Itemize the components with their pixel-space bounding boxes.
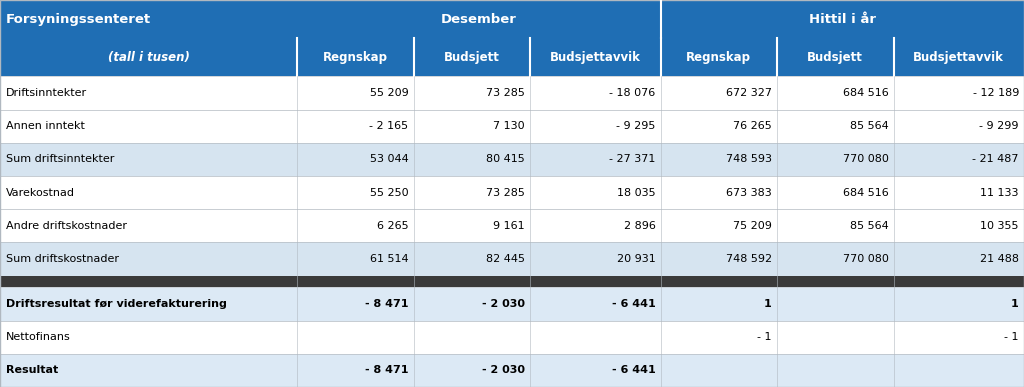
Text: - 1: - 1	[1005, 332, 1019, 342]
Bar	[0, 287, 1024, 320]
Text: 6 265: 6 265	[377, 221, 409, 231]
Text: 770 080: 770 080	[843, 154, 889, 164]
Text: 73 285: 73 285	[486, 88, 525, 98]
Text: 9 161: 9 161	[494, 221, 525, 231]
Text: 10 355: 10 355	[980, 221, 1019, 231]
Text: - 9 299: - 9 299	[979, 121, 1019, 131]
Bar	[0, 276, 1024, 287]
Text: Resultat: Resultat	[6, 365, 58, 375]
Bar	[0, 320, 1024, 354]
Text: 73 285: 73 285	[486, 188, 525, 198]
Text: 85 564: 85 564	[850, 221, 889, 231]
Bar	[0, 38, 1024, 76]
Text: Regnskap: Regnskap	[323, 51, 388, 64]
Text: 75 209: 75 209	[733, 221, 772, 231]
Text: - 9 295: - 9 295	[616, 121, 655, 131]
Text: - 2 165: - 2 165	[370, 121, 409, 131]
Text: Budsjett: Budsjett	[807, 51, 863, 64]
Text: Driftsresultat før viderefakturering: Driftsresultat før viderefakturering	[6, 299, 227, 309]
Text: - 27 371: - 27 371	[609, 154, 655, 164]
Text: - 8 471: - 8 471	[365, 365, 409, 375]
Text: 7 130: 7 130	[494, 121, 525, 131]
Text: 748 592: 748 592	[726, 254, 772, 264]
Text: 82 445: 82 445	[486, 254, 525, 264]
Text: 1: 1	[764, 299, 772, 309]
Text: - 2 030: - 2 030	[482, 299, 525, 309]
Text: Sum driftskostnader: Sum driftskostnader	[6, 254, 119, 264]
Text: (tall i tusen): (tall i tusen)	[108, 51, 189, 64]
Text: 85 564: 85 564	[850, 121, 889, 131]
Text: 55 209: 55 209	[370, 88, 409, 98]
Text: - 8 471: - 8 471	[365, 299, 409, 309]
Text: 2 896: 2 896	[624, 221, 655, 231]
Text: Regnskap: Regnskap	[686, 51, 752, 64]
Text: 18 035: 18 035	[616, 188, 655, 198]
Text: Forsyningssenteret: Forsyningssenteret	[6, 13, 152, 26]
Bar	[0, 354, 1024, 387]
Text: - 18 076: - 18 076	[609, 88, 655, 98]
Text: 748 593: 748 593	[726, 154, 772, 164]
Text: 673 383: 673 383	[726, 188, 772, 198]
Text: 684 516: 684 516	[843, 188, 889, 198]
Text: - 2 030: - 2 030	[482, 365, 525, 375]
Text: Nettofinans: Nettofinans	[6, 332, 71, 342]
Bar	[0, 0, 1024, 38]
Bar	[0, 110, 1024, 143]
Text: 76 265: 76 265	[733, 121, 772, 131]
Text: 770 080: 770 080	[843, 254, 889, 264]
Text: - 6 441: - 6 441	[611, 299, 655, 309]
Text: Andre driftskostnader: Andre driftskostnader	[6, 221, 127, 231]
Text: Budsjettavvik: Budsjettavvik	[550, 51, 641, 64]
Bar	[0, 209, 1024, 243]
Text: 20 931: 20 931	[616, 254, 655, 264]
Text: 684 516: 684 516	[843, 88, 889, 98]
Text: 61 514: 61 514	[370, 254, 409, 264]
Text: - 12 189: - 12 189	[973, 88, 1019, 98]
Text: Desember: Desember	[441, 13, 517, 26]
Text: Hittil i år: Hittil i år	[809, 13, 876, 26]
Text: 55 250: 55 250	[370, 188, 409, 198]
Text: 80 415: 80 415	[486, 154, 525, 164]
Text: 1: 1	[1011, 299, 1019, 309]
Text: Annen inntekt: Annen inntekt	[6, 121, 85, 131]
Text: Driftsinntekter: Driftsinntekter	[6, 88, 87, 98]
Text: - 21 487: - 21 487	[973, 154, 1019, 164]
Bar	[0, 143, 1024, 176]
Text: Sum driftsinntekter: Sum driftsinntekter	[6, 154, 115, 164]
Text: 672 327: 672 327	[726, 88, 772, 98]
Bar	[0, 243, 1024, 276]
Text: - 6 441: - 6 441	[611, 365, 655, 375]
Text: - 1: - 1	[758, 332, 772, 342]
Text: 11 133: 11 133	[980, 188, 1019, 198]
Text: Budsjett: Budsjett	[443, 51, 500, 64]
Text: Budsjettavvik: Budsjettavvik	[913, 51, 1005, 64]
Bar	[0, 76, 1024, 110]
Text: 21 488: 21 488	[980, 254, 1019, 264]
Text: 53 044: 53 044	[370, 154, 409, 164]
Bar	[0, 176, 1024, 209]
Text: Varekostnad: Varekostnad	[6, 188, 75, 198]
